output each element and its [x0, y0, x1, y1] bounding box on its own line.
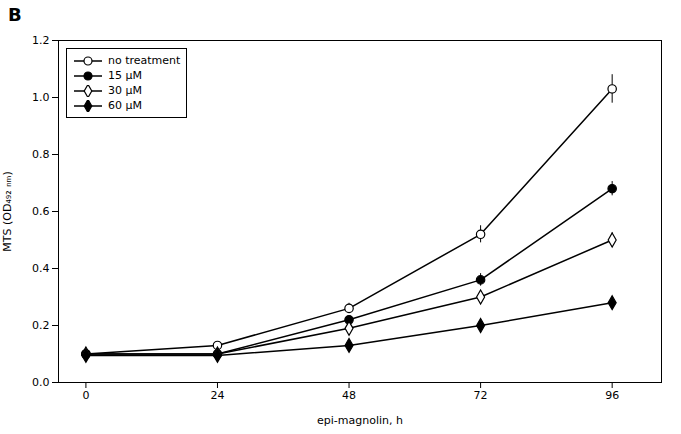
- svg-text:epi-magnolin, h: epi-magnolin, h: [317, 414, 403, 427]
- html-text:60 μM: 60 μM: [108, 99, 142, 112]
- html-text:no treatment: no treatment: [108, 54, 181, 67]
- svg-text:0.0: 0.0: [32, 376, 50, 389]
- svg-text:0.8: 0.8: [32, 148, 50, 161]
- svg-text:1.0: 1.0: [32, 91, 50, 104]
- svg-text:0.2: 0.2: [32, 319, 50, 332]
- html-text:30 μM: 30 μM: [108, 84, 142, 97]
- svg-text:48: 48: [342, 389, 356, 402]
- html-text:B: B: [8, 4, 22, 25]
- svg-text:72: 72: [474, 389, 488, 402]
- svg-text:24: 24: [210, 389, 224, 402]
- svg-text:1.2: 1.2: [32, 34, 50, 47]
- svg-text:96: 96: [605, 389, 619, 402]
- svg-text:0.6: 0.6: [32, 205, 50, 218]
- svg-text:0: 0: [82, 389, 89, 402]
- svg-text:0.4: 0.4: [32, 262, 50, 275]
- html-text:15 μM: 15 μM: [108, 69, 142, 82]
- svg-text:MTS (OD₄₉₂ ₙₘ): MTS (OD₄₉₂ ₙₘ): [1, 171, 14, 251]
